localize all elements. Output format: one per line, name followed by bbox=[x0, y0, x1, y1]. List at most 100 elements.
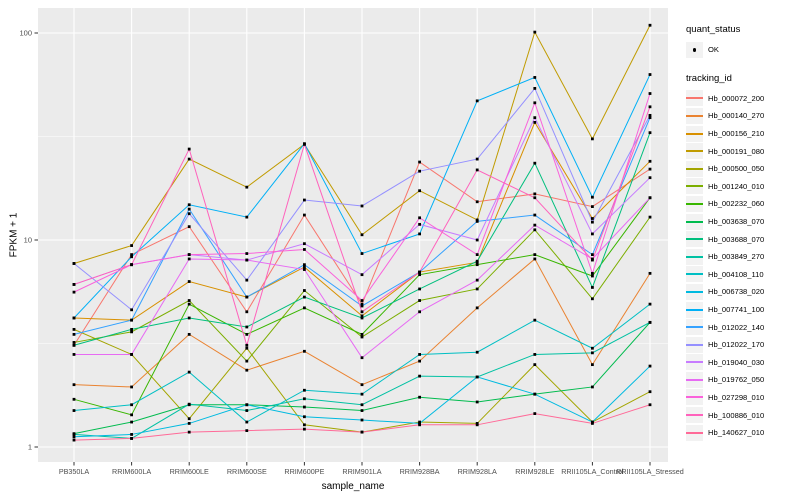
legend-item-Hb_003688_070: Hb_003688_070 bbox=[686, 230, 800, 248]
x-axis: PB350LA RRIM600LA RRIM600LE RRIM600SE RRIM60… bbox=[59, 462, 684, 476]
legend-item-label: Hb_000156_210 bbox=[708, 129, 765, 139]
legend-item-label: Hb_027298_010 bbox=[708, 392, 765, 402]
x-tick-label: RRIM928LA bbox=[458, 467, 497, 476]
legend-item-Hb_100886_010: Hb_100886_010 bbox=[686, 406, 800, 424]
legend-item-Hb_004108_110: Hb_004108_110 bbox=[686, 266, 800, 284]
legend-key-swatch bbox=[686, 336, 703, 353]
x-tick-label: RRIM901LA bbox=[342, 467, 381, 476]
legend-item-Hb_140627_010: Hb_140627_010 bbox=[686, 424, 800, 442]
series-line-icon bbox=[686, 273, 703, 276]
series-line-icon bbox=[686, 431, 703, 434]
x-tick-label: RRIM600SE bbox=[227, 467, 267, 476]
legend-item-Hb_001240_010: Hb_001240_010 bbox=[686, 178, 800, 196]
legend-item-label: Hb_000500_050 bbox=[708, 164, 765, 174]
data-points bbox=[72, 23, 652, 442]
legend-key-swatch bbox=[686, 125, 703, 142]
legend-item-Hb_000191_080: Hb_000191_080 bbox=[686, 142, 800, 160]
legend-key-swatch bbox=[686, 266, 703, 283]
legend-item-Hb_003849_270: Hb_003849_270 bbox=[686, 248, 800, 266]
legend-key-swatch bbox=[686, 354, 703, 371]
legend-key-swatch bbox=[686, 178, 703, 195]
legend-item-label: Hb_100886_010 bbox=[708, 410, 765, 420]
y-tick-label: 1 bbox=[28, 443, 32, 452]
legend-item-label: Hb_002232_060 bbox=[708, 199, 765, 209]
series-line-icon bbox=[686, 167, 703, 170]
legend: quant_status OK tracking_id Hb_000072_20… bbox=[686, 22, 800, 441]
legend-key-swatch bbox=[686, 160, 703, 177]
legend-item-label: Hb_012022_170 bbox=[708, 340, 765, 350]
legend-item-Hb_000140_270: Hb_000140_270 bbox=[686, 107, 800, 125]
legend-item-Hb_003638_070: Hb_003638_070 bbox=[686, 213, 800, 231]
legend-item-label: Hb_003849_270 bbox=[708, 252, 765, 262]
series-line-icon bbox=[686, 202, 703, 205]
legend-item-label: Hb_019762_050 bbox=[708, 375, 765, 385]
legend-item-label: Hb_000072_200 bbox=[708, 93, 765, 103]
legend-key-swatch bbox=[686, 283, 703, 300]
x-tick-label: RRIM600LE bbox=[170, 467, 209, 476]
legend-item-Hb_006738_020: Hb_006738_020 bbox=[686, 283, 800, 301]
legend-item-Hb_000500_050: Hb_000500_050 bbox=[686, 160, 800, 178]
legend-item-label: Hb_001240_010 bbox=[708, 181, 765, 191]
legend-key-swatch bbox=[686, 107, 703, 124]
legend-item-label: Hb_019040_030 bbox=[708, 357, 765, 367]
legend-key-swatch bbox=[686, 143, 703, 160]
legend-item-label: OK bbox=[708, 45, 719, 55]
legend-key-swatch bbox=[686, 389, 703, 406]
legend-item-Hb_012022_140: Hb_012022_140 bbox=[686, 318, 800, 336]
x-tick-label: RRIM600PE bbox=[284, 467, 324, 476]
legend-item-label: Hb_003688_070 bbox=[708, 234, 765, 244]
legend-item-Hb_019762_050: Hb_019762_050 bbox=[686, 371, 800, 389]
series-line-icon bbox=[686, 326, 703, 329]
legend-entries: Hb_000072_200 Hb_000140_270 Hb_000156_210 H… bbox=[686, 90, 800, 442]
legend-key-swatch bbox=[686, 231, 703, 248]
series-line-icon bbox=[686, 114, 703, 117]
legend-item-label: Hb_007741_100 bbox=[708, 305, 765, 315]
series-line-icon bbox=[686, 238, 703, 241]
x-tick-label: RRIM600LA bbox=[112, 467, 151, 476]
legend-title-quant-status: quant_status bbox=[686, 24, 741, 35]
x-tick-label: RRII105LA_Control bbox=[561, 467, 624, 476]
legend-item-Hb_000072_200: Hb_000072_200 bbox=[686, 90, 800, 108]
y-axis-title: FPKM + 1 bbox=[8, 212, 20, 258]
legend-item-label: Hb_003638_070 bbox=[708, 217, 765, 227]
x-tick-label: RRIM928BA bbox=[400, 467, 440, 476]
legend-item-label: Hb_000191_080 bbox=[708, 146, 765, 156]
x-axis-title: sample_name bbox=[321, 481, 385, 492]
legend-item-Hb_019040_030: Hb_019040_030 bbox=[686, 354, 800, 372]
series-line-icon bbox=[686, 150, 703, 153]
x-tick-label: RRII105LA_Stressed bbox=[616, 467, 684, 476]
legend-item-Hb_000156_210: Hb_000156_210 bbox=[686, 125, 800, 143]
series-line-icon bbox=[686, 414, 703, 417]
legend-key-swatch bbox=[686, 371, 703, 388]
ok-point-icon bbox=[692, 48, 697, 52]
legend-key-swatch bbox=[686, 424, 703, 441]
legend-item-ok: OK bbox=[686, 41, 800, 59]
series-line-icon bbox=[686, 185, 703, 188]
series-line-icon bbox=[686, 290, 703, 293]
legend-spacer bbox=[686, 59, 800, 71]
legend-key-ok bbox=[686, 41, 703, 58]
legend-title-tracking-id: tracking_id bbox=[686, 72, 732, 84]
y-tick-label: 100 bbox=[19, 29, 32, 38]
legend-item-label: Hb_000140_270 bbox=[708, 111, 765, 121]
legend-item-Hb_027298_010: Hb_027298_010 bbox=[686, 389, 800, 407]
series-line-icon bbox=[686, 132, 703, 135]
x-tick-label: RRIM928LE bbox=[515, 467, 554, 476]
legend-key-swatch bbox=[686, 90, 703, 107]
series-line-icon bbox=[686, 220, 703, 223]
legend-item-Hb_002232_060: Hb_002232_060 bbox=[686, 195, 800, 213]
legend-item-label: Hb_006738_020 bbox=[708, 287, 765, 297]
legend-key-swatch bbox=[686, 213, 703, 230]
legend-key-swatch bbox=[686, 248, 703, 265]
series-line-icon bbox=[686, 396, 703, 399]
series-line-icon bbox=[686, 97, 703, 100]
legend-item-label: Hb_012022_140 bbox=[708, 322, 765, 332]
series-line-icon bbox=[686, 255, 703, 258]
legend-key-swatch bbox=[686, 301, 703, 318]
legend-key-swatch bbox=[686, 407, 703, 424]
series-line-icon bbox=[686, 308, 703, 311]
legend-item-Hb_007741_100: Hb_007741_100 bbox=[686, 301, 800, 319]
legend-key-swatch bbox=[686, 319, 703, 336]
